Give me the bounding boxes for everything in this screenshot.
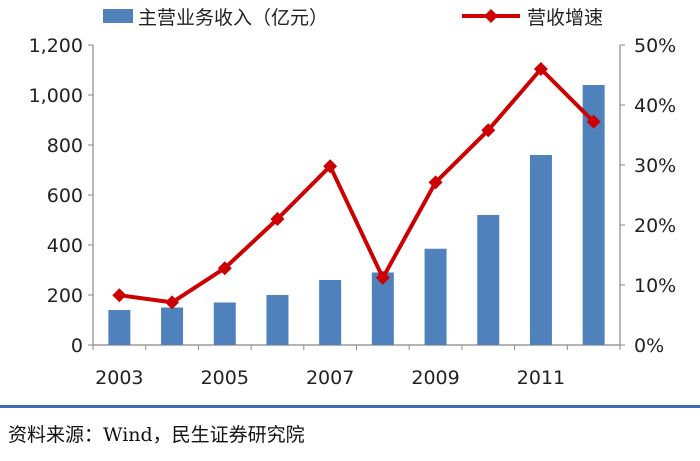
bars (108, 85, 605, 345)
right-tick-label: 20% (634, 215, 676, 237)
growth-point (375, 270, 390, 285)
revenue-bar (582, 85, 605, 345)
source-note: 资料来源：Wind，民生证券研究院 (8, 424, 305, 446)
legend-line-marker (484, 9, 498, 23)
revenue-bar (424, 248, 447, 345)
left-tick-label: 200 (47, 285, 83, 307)
x-tick-label: 2003 (95, 367, 143, 389)
growth-point (481, 123, 496, 138)
legend: 主营业务收入（亿元） 营收增速 (103, 7, 603, 29)
left-tick-label: 1,000 (29, 85, 83, 107)
revenue-bar (529, 155, 552, 345)
right-tick-label: 30% (634, 155, 676, 177)
revenue-bar (108, 310, 131, 345)
revenue-bar (266, 295, 289, 345)
right-tick-label: 50% (634, 35, 676, 57)
legend-bar-label: 主营业务收入（亿元） (138, 7, 328, 29)
x-tick-label: 2011 (517, 367, 565, 389)
axes: 0 200 400 600 800 1,000 1,200 0% 10% 20% 30% 40% 50%… (29, 35, 677, 389)
growth-line (112, 62, 601, 310)
legend-bar-swatch (103, 9, 133, 23)
revenue-bar (319, 280, 342, 345)
growth-point (428, 175, 443, 190)
x-tick-label: 2009 (411, 367, 459, 389)
revenue-bar (477, 215, 500, 345)
left-tick-label: 0 (71, 335, 83, 357)
revenue-bar (161, 307, 184, 345)
growth-point (586, 114, 601, 129)
right-tick-label: 10% (634, 275, 676, 297)
growth-point (165, 295, 180, 310)
right-tick-label: 40% (634, 95, 676, 117)
x-tick-label: 2007 (306, 367, 354, 389)
growth-point (323, 159, 338, 174)
growth-point (112, 288, 127, 303)
right-tick-label: 0% (634, 335, 664, 357)
growth-line-path (119, 67, 596, 305)
left-tick-label: 1,200 (29, 35, 83, 57)
source-divider (0, 405, 700, 408)
x-tick-label: 2005 (201, 367, 249, 389)
left-tick-label: 600 (47, 185, 83, 207)
revenue-bar (213, 302, 236, 345)
growth-point (217, 261, 232, 276)
growth-point (533, 62, 548, 76)
chart: 主营业务收入（亿元） 营收增速 02004006008001,0001,2000… (29, 7, 677, 389)
left-tick-label: 800 (47, 135, 83, 157)
left-tick-label: 400 (47, 235, 83, 257)
growth-point (270, 212, 285, 226)
legend-line-label: 营收增速 (527, 7, 603, 29)
revenue-bar (371, 272, 394, 345)
